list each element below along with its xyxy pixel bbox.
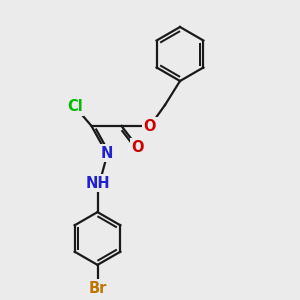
Text: O: O xyxy=(132,140,144,155)
Text: O: O xyxy=(144,118,156,134)
Text: NH: NH xyxy=(85,176,110,190)
Text: N: N xyxy=(100,146,113,160)
Text: Br: Br xyxy=(88,281,107,296)
Text: Cl: Cl xyxy=(67,99,83,114)
